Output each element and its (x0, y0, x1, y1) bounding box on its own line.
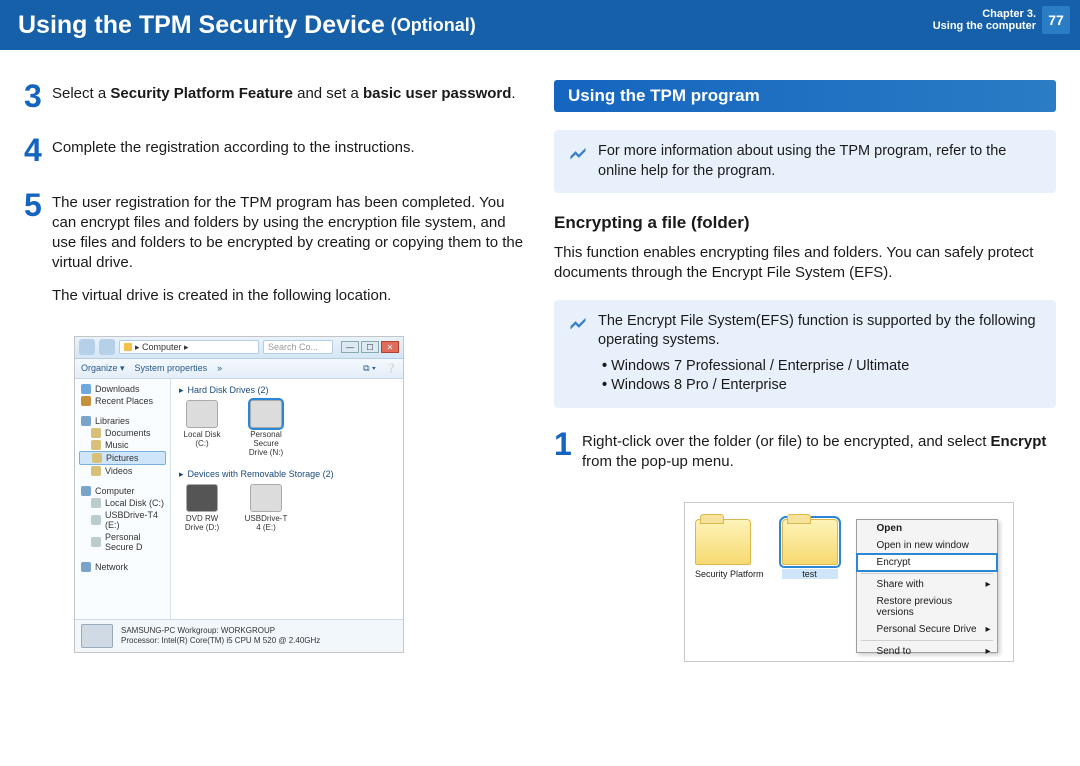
hdd-section-label: ▸Hard Disk Drives (2) (179, 385, 395, 396)
step-4: 4 Complete the registration according to… (24, 134, 526, 170)
folder-test[interactable]: test (782, 519, 838, 653)
ctx-open[interactable]: Open (857, 520, 997, 537)
removable-section-label: ▸Devices with Removable Storage (2) (179, 469, 395, 480)
nav-fwd-button[interactable] (99, 339, 115, 355)
right-column: Using the TPM program For more informati… (554, 80, 1056, 662)
section-title: Using the TPM program (554, 80, 1056, 112)
page-number-badge: 77 (1042, 6, 1070, 34)
sidebar-network[interactable]: Network (79, 561, 166, 573)
sidebar-music[interactable]: Music (79, 439, 166, 451)
efs-os-2: Windows 8 Pro / Enterprise (602, 376, 1042, 396)
page-header: Using the TPM Security Device (Optional)… (0, 0, 1080, 50)
folder-security-platform[interactable]: Security Platform (695, 519, 764, 653)
sidebar-documents[interactable]: Documents (79, 427, 166, 439)
sidebar-videos[interactable]: Videos (79, 465, 166, 477)
submenu-arrow-icon: ▸ (986, 646, 991, 657)
search-field[interactable]: Search Co... (263, 340, 333, 354)
ctx-send-to[interactable]: Send to▸ (857, 643, 997, 660)
step-3: 3 Select a Security Platform Feature and… (24, 80, 526, 116)
view-icon[interactable]: ⧉ ▾ (363, 363, 376, 374)
context-menu-screenshot: Security Platform test Open Open in new … (684, 502, 1014, 662)
step-5-para1: The user registration for the TPM progra… (52, 193, 526, 274)
subheading-encrypting: Encrypting a file (folder) (554, 213, 1056, 233)
explorer-sidebar: Downloads Recent Places Libraries Docume… (75, 379, 171, 619)
computer-icon (81, 624, 113, 648)
status-line2: Processor: Intel(R) Core(TM) i5 CPU M 52… (121, 636, 320, 646)
sidebar-localdisk[interactable]: Local Disk (C:) (79, 497, 166, 509)
step-number: 5 (24, 189, 52, 318)
status-line1: SAMSUNG-PC Workgroup: WORKGROUP (121, 626, 320, 636)
sidebar-pictures[interactable]: Pictures (79, 451, 166, 465)
ctx-open-new-window[interactable]: Open in new window (857, 537, 997, 554)
left-column: 3 Select a Security Platform Feature and… (24, 80, 526, 662)
ctx-restore[interactable]: Restore previous versions (857, 593, 997, 621)
efs-note-intro: The Encrypt File System(EFS) function is… (598, 312, 1042, 351)
note-icon (568, 312, 588, 332)
page-title: Using the TPM Security Device (18, 11, 385, 40)
ctx-encrypt[interactable]: Encrypt (857, 554, 997, 571)
address-text: ▸ Computer ▸ (135, 342, 189, 353)
explorer-window: ▸ Computer ▸ Search Co... — ☐ ✕ Organize… (74, 336, 404, 653)
sidebar-computer[interactable]: Computer (79, 485, 166, 497)
chapter-sub: Using the computer (933, 20, 1036, 32)
note-icon (568, 142, 588, 162)
folder-icon (782, 519, 838, 565)
ctx-separator (861, 640, 993, 641)
step-number: 1 (554, 428, 582, 485)
chapter-label: Chapter 3. (933, 8, 1036, 20)
address-bar[interactable]: ▸ Computer ▸ (119, 340, 259, 354)
explorer-toolbar: Organize ▾ System properties » ⧉ ▾ ❔ (75, 359, 403, 379)
context-menu: Open Open in new window Encrypt Share wi… (856, 519, 998, 653)
sidebar-recent[interactable]: Recent Places (79, 395, 166, 407)
maximize-button[interactable]: ☐ (361, 341, 379, 353)
efs-os-1: Windows 7 Professional / Enterprise / Ul… (602, 357, 1042, 377)
system-properties-button[interactable]: System properties (135, 363, 208, 373)
nav-back-button[interactable] (79, 339, 95, 355)
info-note: For more information about using the TPM… (554, 130, 1056, 193)
ctx-separator (861, 573, 993, 574)
ctx-share-with[interactable]: Share with▸ (857, 576, 997, 593)
page-title-sub: (Optional) (391, 15, 476, 36)
step-number: 4 (24, 134, 52, 170)
drive-personal-secure[interactable]: Personal Secure Drive (N:) (243, 400, 289, 457)
step-1-right: 1 Right-click over the folder (or file) … (554, 428, 1056, 485)
sidebar-usb[interactable]: USBDrive-T4 (E:) (79, 509, 166, 531)
submenu-arrow-icon: ▸ (986, 579, 991, 590)
computer-icon (124, 343, 132, 351)
explorer-statusbar: SAMSUNG-PC Workgroup: WORKGROUP Processo… (75, 619, 403, 652)
help-icon[interactable]: ❔ (386, 363, 397, 374)
folder-icon (695, 519, 751, 565)
toolbar-more[interactable]: » (217, 363, 222, 373)
header-chapter-block: Chapter 3. Using the computer 77 (933, 6, 1070, 34)
step-5-para2: The virtual drive is created in the foll… (52, 286, 526, 306)
encrypting-para: This function enables encrypting files a… (554, 243, 1056, 284)
step-1-text: Right-click over the folder (or file) to… (582, 432, 1056, 473)
drive-usb[interactable]: USBDrive-T 4 (E:) (243, 484, 289, 532)
sidebar-libraries[interactable]: Libraries (79, 415, 166, 427)
step-number: 3 (24, 80, 52, 116)
ctx-personal-secure-drive[interactable]: Personal Secure Drive▸ (857, 621, 997, 638)
organize-menu[interactable]: Organize ▾ (81, 363, 125, 374)
close-button[interactable]: ✕ (381, 341, 399, 353)
sidebar-downloads[interactable]: Downloads (79, 383, 166, 395)
note-text: For more information about using the TPM… (598, 142, 1042, 181)
minimize-button[interactable]: — (341, 341, 359, 353)
efs-note: The Encrypt File System(EFS) function is… (554, 300, 1056, 408)
drive-dvd[interactable]: DVD RW Drive (D:) (179, 484, 225, 532)
submenu-arrow-icon: ▸ (986, 624, 991, 635)
step-3-text: Select a Security Platform Feature and s… (52, 84, 516, 104)
explorer-content: ▸Hard Disk Drives (2) Local Disk (C:) Pe… (171, 379, 403, 619)
drive-local-c[interactable]: Local Disk (C:) (179, 400, 225, 457)
step-4-text: Complete the registration according to t… (52, 138, 415, 158)
search-placeholder: Search Co... (268, 342, 318, 352)
sidebar-personal-secure[interactable]: Personal Secure D (79, 531, 166, 553)
step-5: 5 The user registration for the TPM prog… (24, 189, 526, 318)
window-titlebar: ▸ Computer ▸ Search Co... — ☐ ✕ (75, 337, 403, 359)
